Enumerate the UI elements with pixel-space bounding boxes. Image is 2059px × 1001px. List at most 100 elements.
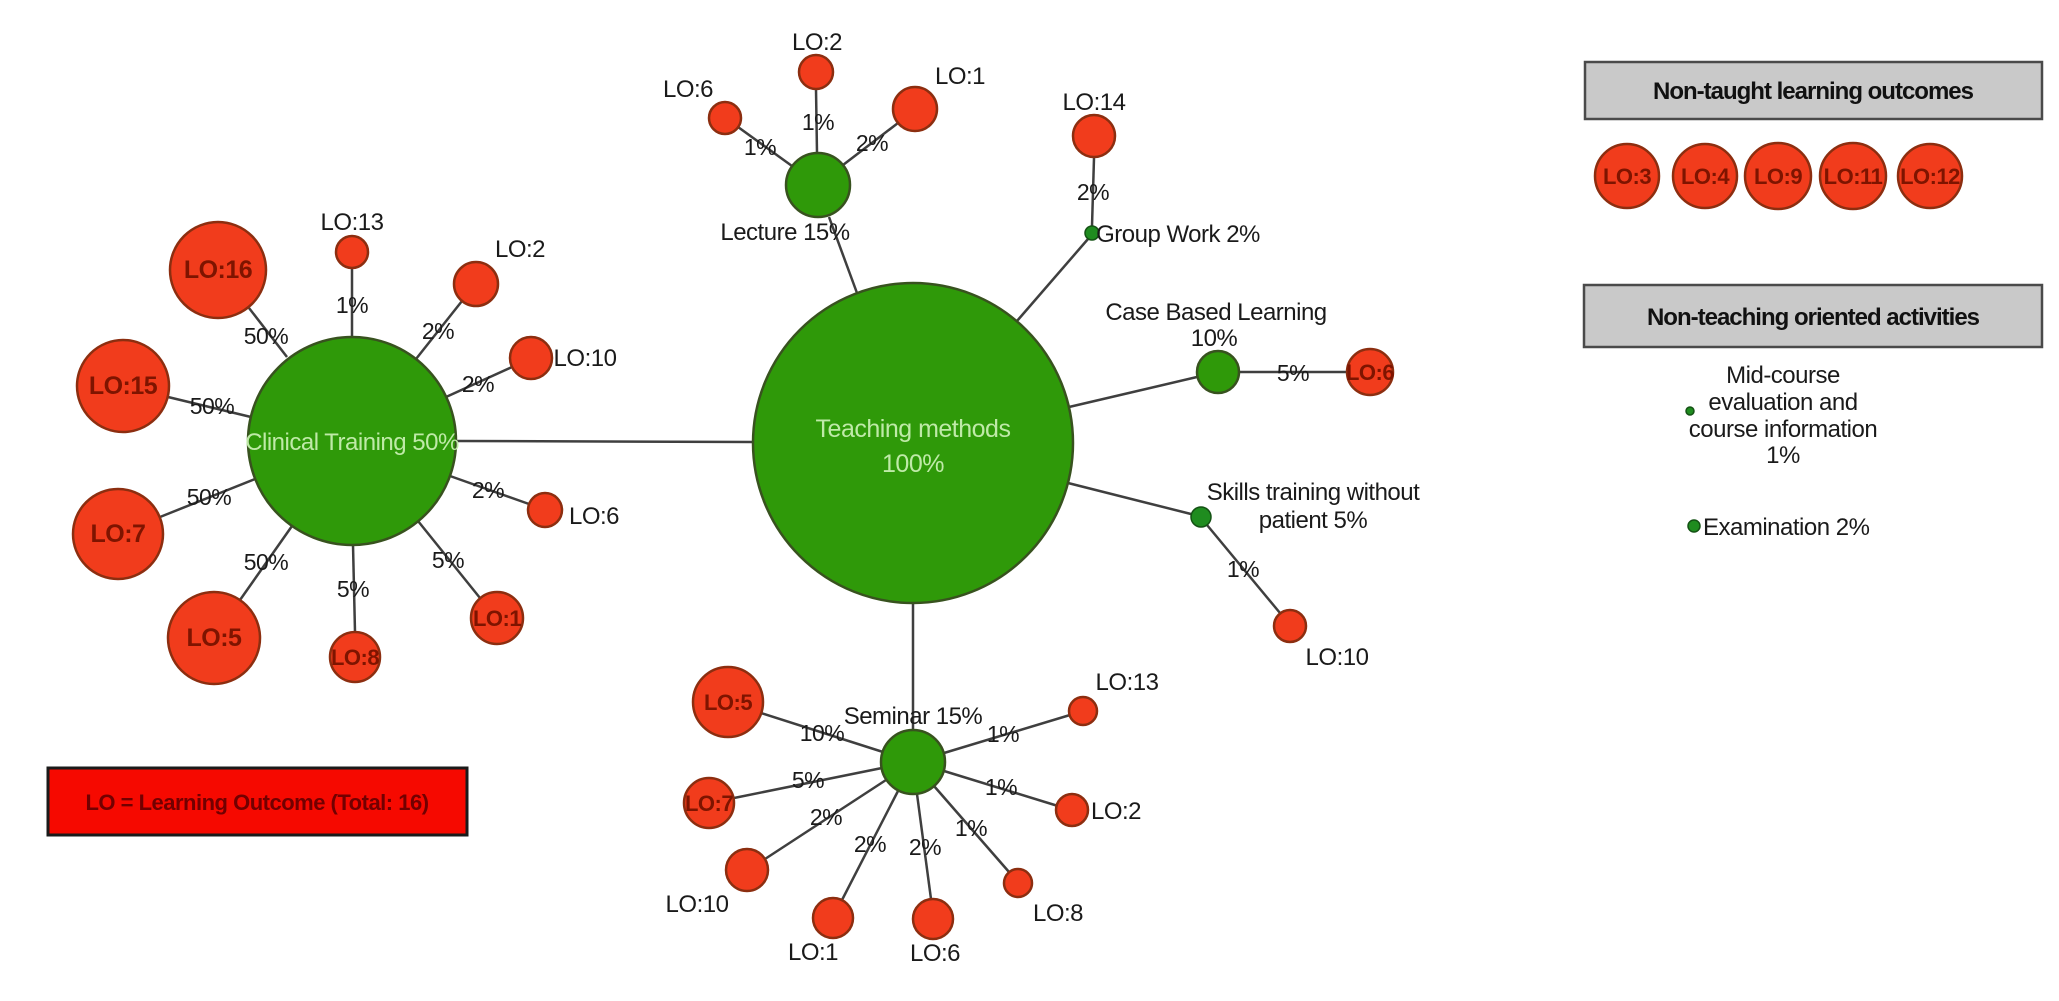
edge-seminar-lo8 [933,785,1010,873]
edge-pct-label: 5% [792,767,824,793]
edge-seminar-lo10 [764,778,887,861]
lo-node [1896,142,1964,210]
panel-non-taught: Non-taught learning outcomes LO:3 LO:4 L… [1583,60,2044,211]
lo-node-label: LO:9 [1754,164,1802,189]
teaching-methods-pct: 100% [882,450,944,478]
lo-node [328,630,382,684]
lo-node [1743,141,1813,211]
lo-node-label: LO:6 [910,940,960,967]
edge-skills-lo10 [1206,524,1281,614]
lo-node-label: LO:6 [663,76,713,103]
lo-node-label: LO:8 [1033,900,1083,927]
edge-pct-label: 1% [985,774,1017,800]
lo-node-label: LO:3 [1603,164,1651,189]
lecture-cluster: Lecture 15% LO:6 1% LO:2 1% LO:1 2% [663,29,986,246]
legend: LO = Learning Outcome (Total: 16) [46,766,469,837]
edge-pct-label: 2% [472,477,504,503]
edge-clinical-lo2 [415,300,463,360]
lo-node [1067,695,1099,727]
non-taught-header-box [1583,60,2044,121]
edge-center-casebased [1068,375,1198,409]
lo-node [71,487,165,581]
lo-node-label: LO:14 [1063,89,1126,116]
lo-node-label: LO:1 [935,63,985,90]
lo-node-label: LO:15 [89,372,158,400]
edge-clinical-lo15 [167,395,252,419]
lo-node [797,53,835,91]
lo-node [1593,142,1661,210]
lo-node-label: LO:4 [1681,164,1730,189]
teaching-methods-label: Teaching methods [816,415,1011,443]
edge-seminar-lo13 [943,713,1071,755]
edge-lecture-lo2 [814,88,819,154]
lo-node [469,590,525,646]
clinical-training-label: Clinical Training 50% [245,429,459,456]
lo-node [452,260,500,308]
edge-center-clinical [455,439,754,444]
lo-node-label: LO:12 [1900,164,1960,189]
lo-node [1671,142,1739,210]
edge-center-lecture [827,216,859,294]
case-based-pct: 10% [1191,325,1238,352]
panel-non-teaching: Non-teaching oriented activities Mid-cou… [1582,283,2044,541]
skills-training-node [1190,506,1212,528]
teaching-methods-node [751,281,1075,605]
seminar-label: Seminar 15% [844,703,983,730]
edge-lecture-lo1 [842,122,899,166]
lecture-label: Lecture 15% [720,219,849,246]
lo-node [168,220,268,320]
edge-lecture-lo6 [737,125,793,168]
edge-center-skills [1067,481,1192,516]
edge-pct-label: 1% [802,109,834,135]
midcourse-label-line3: course information [1689,416,1877,443]
lo-node-label: LO:1 [788,939,838,966]
midcourse-label-line4: 1% [1766,442,1800,469]
lo-node [526,491,564,529]
lo-node-label: LO:6 [1346,360,1394,385]
edge-clinical-lo7 [159,477,256,519]
lo-node [1054,792,1090,828]
edge-pct-label: 1% [744,134,776,160]
lo-node-label: LO:2 [495,236,545,263]
legend-box [46,766,469,837]
edge-pct-label: 10% [800,720,845,746]
case-based-node [1195,349,1241,395]
lo-node [1002,867,1034,899]
midcourse-label-line2: evaluation and [1708,389,1857,416]
edge-seminar-lo5 [760,711,884,754]
examination-label: Examination 2% [1703,514,1870,541]
edge-pct-label: 5% [432,547,464,573]
lo-node-label: LO:16 [184,256,252,284]
edge-pct-label: 50% [244,323,289,349]
lo-node [1071,113,1117,159]
clinical-training-node [246,335,458,547]
edge-pct-label: 2% [422,318,454,344]
edge-pct-label: 1% [1227,556,1259,582]
lo-node [911,897,955,941]
lo-node-label: LO:11 [1824,164,1883,189]
case-based-learning-cluster: Case Based Learning 10% LO:6 5% [1105,299,1395,397]
lo-node-label: LO:13 [1096,669,1159,696]
edge-pct-label: 50% [187,484,232,510]
lo-node-label: LO:7 [685,791,733,816]
edge-pct-label: 1% [336,292,368,318]
edge-clinical-lo5 [238,525,294,601]
edge-center-groupwork [1016,238,1089,322]
lo-node [1272,608,1308,644]
lo-node-label: LO:10 [554,345,617,372]
edge-pct-label: 5% [1277,360,1309,386]
midcourse-label-line1: Mid-course [1726,362,1840,389]
lo-node [724,847,770,893]
edge-clinical-lo6 [449,474,530,506]
edge-pct-label: 2% [810,804,842,830]
lo-node-label: LO:6 [569,503,619,530]
edges [159,88,1347,901]
group-work-label: Group Work 2% [1096,221,1260,248]
lo-node [75,338,171,434]
lo-node-label: LO:13 [321,209,384,236]
lo-node [811,896,855,940]
group-work-cluster: Group Work 2% LO:14 2% [1063,89,1261,248]
lo-node [1345,347,1395,397]
teaching-methods-cluster: Teaching methods 100% [751,281,1075,605]
